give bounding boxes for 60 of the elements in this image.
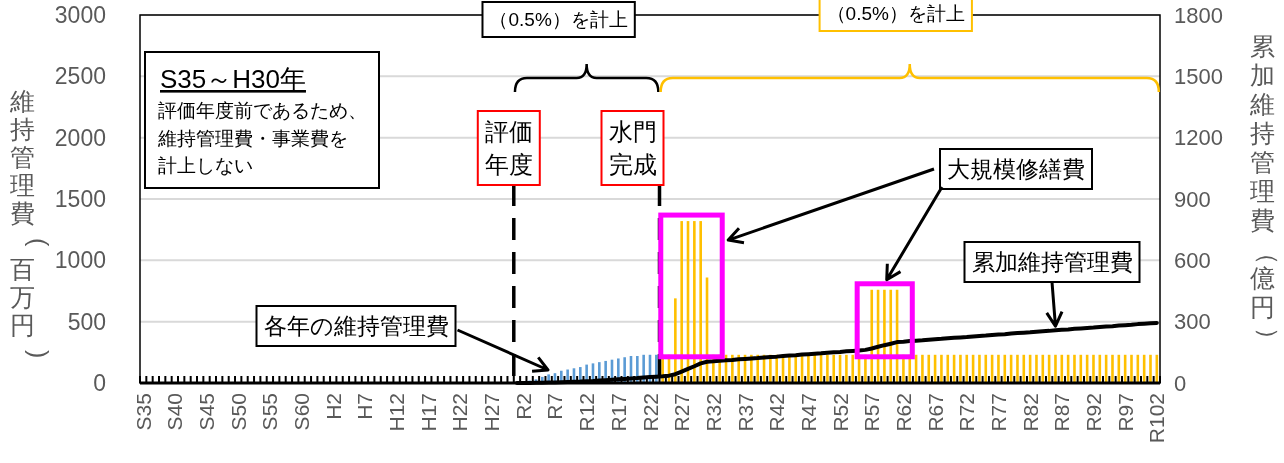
y2-tick-label: 0 [1174,370,1187,396]
annotation: 大規模修繕費 [947,156,1085,182]
x-tick-label: R97 [1113,393,1137,432]
x-tick-label: R2 [511,393,535,420]
text: 累加維持管理費（億円） [1249,32,1283,352]
x-tick-label: R77 [986,393,1010,432]
x-tick-label: R22 [638,393,662,432]
x-tick-label: H22 [448,393,472,432]
x-tick-label: R87 [1050,393,1074,432]
x-tick-label: R92 [1081,393,1105,432]
y-tick-label: 1500 [54,186,106,212]
x-tick-label: H17 [416,393,440,432]
annotation: 計上しない [158,155,253,176]
y-tick-label: 500 [67,308,106,335]
x-tick-label: S35 [131,393,155,431]
y2-tick-label: 1200 [1174,125,1223,151]
x-tick-label: S60 [290,393,314,431]
annotation: 水門完成 [608,118,657,178]
x-tick-label: H2 [321,393,345,420]
x-tick-label: R42 [765,393,789,432]
annotation: 評価年度前であるため、 [158,100,367,121]
x-tick-label: R82 [1018,393,1042,432]
annotation: 各年の維持管理費 [263,313,449,339]
x-tick-label: R57 [860,393,884,432]
y2-tick-label: 1500 [1174,63,1223,89]
x-tick-label: H12 [385,393,409,432]
text: 維持管理費(百万円) [9,87,53,359]
x-tick-label: R102 [1145,393,1169,444]
x-tick-label: S50 [226,393,250,431]
y-tick-label: 2000 [54,124,106,151]
x-tick-label: R32 [701,393,725,432]
y-tick-label: 0 [93,370,106,396]
annotation: 維持管理費・事業費を [157,128,348,149]
y2-tick-label: 1800 [1174,2,1223,28]
x-tick-label: R72 [955,393,979,432]
annotation: （0.5%）を計上 [489,9,628,30]
annotation: 累加維持管理費 [971,249,1133,275]
y2-tick-label: 300 [1174,309,1211,335]
x-tick-label: R62 [891,393,915,432]
x-tick-label: R12 [575,393,599,432]
x-tick-label: R27 [670,393,694,432]
x-tick-label: R17 [606,393,630,432]
x-tick-label: S55 [258,393,282,431]
x-tick-label: H27 [480,393,504,432]
x-tick-label: R67 [923,393,947,432]
y2-tick-label: 900 [1174,186,1211,212]
x-tick-label: R37 [733,393,757,432]
x-tick-label: R52 [828,393,852,432]
y-tick-label: 3000 [54,2,106,28]
annotation: 評価年度 [484,118,533,178]
x-tick-label: S40 [163,393,187,431]
y-tick-label: 1000 [54,247,106,274]
annotation: （0.5%）を計上 [826,3,965,24]
y2-tick-label: 600 [1174,247,1211,273]
x-tick-label: R7 [543,393,567,420]
y-tick-label: 2500 [54,63,106,90]
x-tick-label: S45 [195,393,219,431]
x-tick-label: R47 [796,393,820,432]
annotation: S35～H30年 [160,64,306,94]
x-tick-label: H7 [353,393,377,420]
